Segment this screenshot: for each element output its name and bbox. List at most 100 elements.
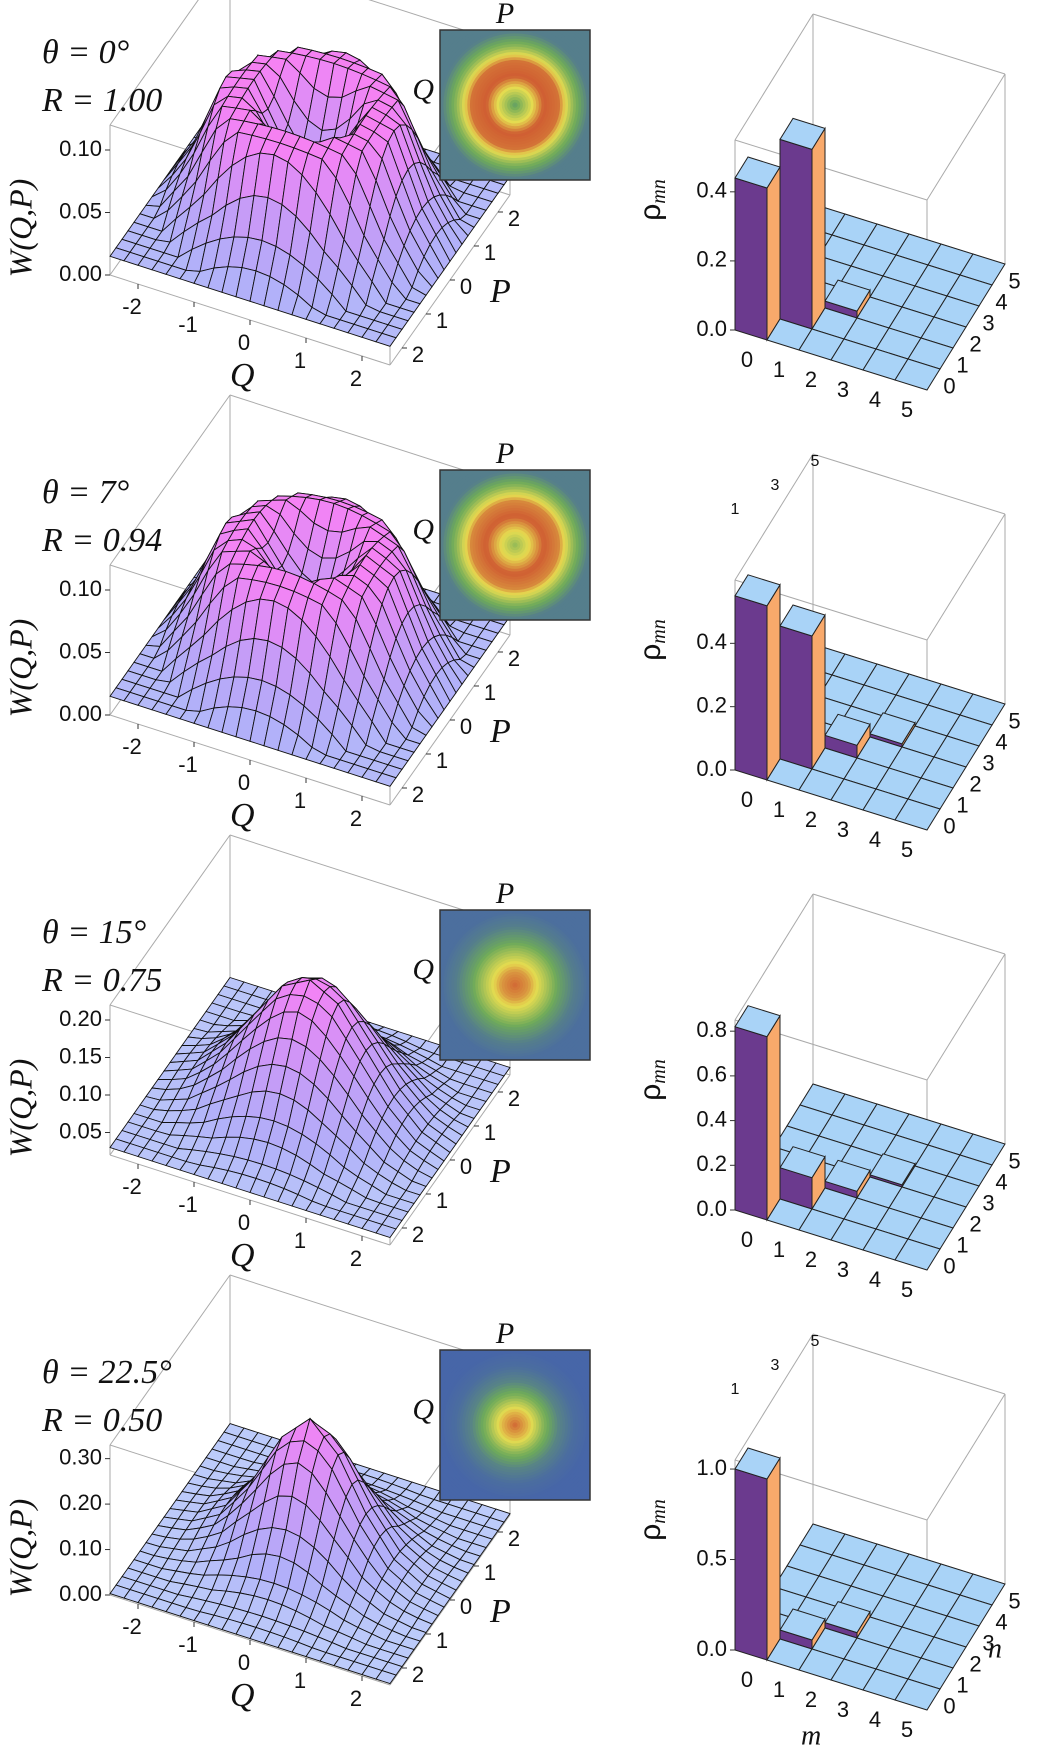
box-edge (812, 453, 1006, 515)
box-edge (734, 13, 814, 141)
x-tick-label: 4 (869, 827, 881, 852)
z-axis-label-main: ρ (634, 1524, 667, 1541)
x-tick-label: -1 (178, 1192, 198, 1217)
x-tick-label: 0 (741, 1227, 753, 1252)
y-tick-label: 4 (995, 1169, 1007, 1194)
bar-side (811, 126, 826, 331)
y-tick-label: 3 (982, 1630, 994, 1655)
inset (440, 910, 590, 1060)
y-tick-label: 5 (1008, 1588, 1020, 1613)
back-label: 5 (811, 453, 820, 470)
x-tick-label: 2 (350, 1686, 362, 1711)
y-tick-label: 2 (412, 1662, 424, 1687)
x-axis-label: m (801, 1720, 821, 1751)
bar-side (811, 613, 826, 771)
z-tick-label: 0.00 (59, 1581, 102, 1606)
y-tick-label: 2 (412, 1222, 424, 1247)
z-axis-label: ρmn (634, 1059, 670, 1101)
z-tick-label: 0.10 (59, 1535, 102, 1560)
back-label: 1 (731, 501, 740, 518)
inset-left-label: Q (412, 1393, 434, 1426)
bar-front (779, 138, 813, 330)
inset-top-label: P (495, 0, 514, 30)
floor-tile (894, 798, 941, 831)
x-tick-label: 0 (238, 1650, 250, 1675)
z-axis-label-sub: mn (648, 179, 670, 203)
z-axis-label-sub: mn (648, 1059, 670, 1083)
bar-top (734, 1005, 781, 1038)
x-tick-label: 1 (294, 788, 306, 813)
x-tick-label: -2 (122, 294, 142, 319)
box-edge (926, 513, 1006, 641)
inset-top-label: P (495, 877, 514, 910)
y-tick-label: 5 (1008, 268, 1020, 293)
bar-front (779, 625, 813, 770)
box-edge (926, 953, 1006, 1081)
z-axis-label: ρmn (634, 1499, 670, 1541)
z-tick-label: 0.10 (59, 136, 102, 161)
y-tick-label: 1 (484, 240, 496, 265)
z-axis-label-sub: mn (648, 619, 670, 643)
box-edge (812, 13, 1006, 75)
inset-left-label: Q (412, 73, 434, 106)
annotation: R = 1.00 (41, 82, 162, 119)
y-axis-label: P (489, 273, 511, 310)
z-tick-label: 0.4 (696, 629, 727, 654)
annotation: R = 0.75 (41, 962, 162, 999)
bar-top (779, 1146, 826, 1179)
box-edge (109, 1274, 231, 1446)
x-tick-label: 3 (837, 1257, 849, 1282)
bar-top (824, 1159, 871, 1192)
y-tick-label: 1 (956, 1672, 968, 1697)
inset-ring (514, 1424, 516, 1426)
x-tick-label: 4 (869, 1707, 881, 1732)
inset-border (439, 909, 591, 1061)
box-edge (812, 893, 1006, 955)
x-tick-label: 0 (238, 1210, 250, 1235)
x-axis-label: Q (230, 1237, 255, 1274)
y-tick-label: 0 (460, 274, 472, 299)
box-edge (734, 453, 814, 581)
z-tick-label: 0.2 (696, 692, 727, 717)
y-tick-label: 2 (508, 646, 520, 671)
x-tick-label: 1 (773, 1677, 785, 1702)
x-tick-label: -1 (178, 752, 198, 777)
y-tick-label: 4 (995, 729, 1007, 754)
y-tick-label: 3 (982, 310, 994, 335)
x-tick-label: 2 (350, 806, 362, 831)
inset (440, 1350, 590, 1500)
z-tick-label: 0.10 (59, 1081, 102, 1106)
box-edge (926, 73, 1006, 201)
inset-left-label: Q (412, 953, 434, 986)
y-tick-label: 3 (982, 750, 994, 775)
z-tick-label: 0.2 (696, 1151, 727, 1176)
z-tick-label: 0.0 (696, 1196, 727, 1221)
x-tick-label: 2 (805, 367, 817, 392)
z-tick-label: 0.00 (59, 701, 102, 726)
y-tick-label: 2 (508, 1086, 520, 1111)
box-edge (109, 0, 199, 126)
x-tick-label: 3 (837, 377, 849, 402)
bar-top (734, 156, 781, 189)
z-tick-label: 0.4 (696, 1106, 727, 1131)
z-axis-label: W(Q,P) (2, 179, 38, 278)
y-tick-label: 2 (969, 1651, 981, 1676)
y-tick-label: 4 (995, 1609, 1007, 1634)
annotation: R = 0.94 (41, 522, 162, 559)
z-axis-label-main: ρ (634, 204, 667, 221)
back-label: 5 (811, 1333, 820, 1350)
x-tick-label: -2 (122, 734, 142, 759)
y-tick-label: 0 (943, 373, 955, 398)
inset-border (439, 469, 591, 621)
surface-patch (375, 332, 397, 347)
y-tick-label: 1 (956, 792, 968, 817)
y-tick-label: 2 (412, 782, 424, 807)
floor-tile (894, 358, 941, 391)
back-label: 1 (731, 1381, 740, 1398)
z-axis-label: ρmn (634, 179, 670, 221)
bar-top (734, 574, 781, 607)
y-axis-label: P (489, 1153, 511, 1190)
z-tick-label: 0.30 (59, 1444, 102, 1469)
z-axis-label-main: ρ (634, 1084, 667, 1101)
